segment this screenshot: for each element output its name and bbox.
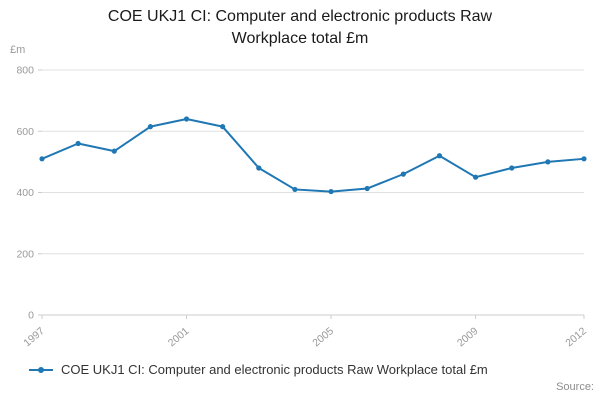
x-tick-label: 2001 xyxy=(166,325,192,349)
data-point[interactable] xyxy=(292,186,298,193)
data-point[interactable] xyxy=(147,124,153,130)
y-tick-label: 800 xyxy=(16,65,34,77)
data-point[interactable] xyxy=(75,140,81,147)
chart-title: COE UKJ1 CI: Computer and electronic pro… xyxy=(0,6,600,49)
data-point[interactable] xyxy=(39,156,45,162)
data-point[interactable] xyxy=(183,116,190,122)
data-point[interactable] xyxy=(400,171,406,177)
data-point[interactable] xyxy=(581,156,587,162)
y-tick-label: 0 xyxy=(28,310,34,322)
data-point[interactable] xyxy=(328,188,334,195)
y-tick-label: 400 xyxy=(16,187,34,199)
source-label: Source: xyxy=(556,381,594,393)
data-point[interactable] xyxy=(473,174,479,180)
data-point[interactable] xyxy=(509,165,515,171)
x-tick-label: 1997 xyxy=(21,325,47,349)
x-tick-label: 2005 xyxy=(310,325,336,349)
y-tick-label: 200 xyxy=(16,248,34,260)
y-axis-unit-label: £m xyxy=(10,44,26,56)
x-tick-label: 2012 xyxy=(563,325,589,349)
legend-item[interactable]: COE UKJ1 CI: Computer and electronic pro… xyxy=(28,362,488,377)
chart-title-text: COE UKJ1 CI: Computer and electronic pro… xyxy=(107,8,493,47)
line-chart: 0 200 400 600 800 1997 2001 2005 2009 2012 xyxy=(16,65,589,350)
data-point[interactable] xyxy=(111,148,117,154)
data-point[interactable] xyxy=(256,165,262,171)
data-point[interactable] xyxy=(364,185,370,192)
x-tick-label: 2009 xyxy=(455,325,481,349)
data-point[interactable] xyxy=(436,153,443,159)
data-point[interactable] xyxy=(220,124,226,130)
data-point[interactable] xyxy=(545,159,551,165)
legend-label: COE UKJ1 CI: Computer and electronic pro… xyxy=(61,362,488,377)
series-line xyxy=(41,118,585,193)
y-tick-label: 600 xyxy=(16,126,34,138)
legend-line-marker-icon xyxy=(29,366,53,373)
